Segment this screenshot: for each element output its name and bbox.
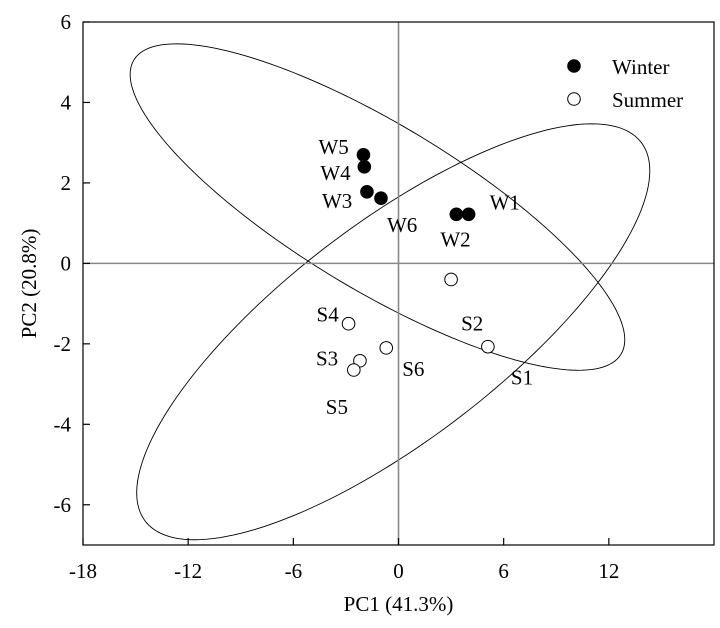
reference-lines	[83, 22, 714, 545]
x-tick-label: 6	[498, 559, 509, 583]
legend-marker-winter	[567, 59, 581, 73]
label-w5: W5	[318, 135, 348, 159]
point-w6	[374, 191, 388, 206]
point-w2	[449, 207, 464, 222]
label-w1: W1	[490, 190, 520, 214]
y-tick-label: -2	[54, 332, 72, 356]
data-points	[341, 147, 495, 377]
label-w4: W4	[320, 161, 351, 185]
label-s4: S4	[317, 303, 340, 327]
legend: Winter Summer	[567, 55, 683, 112]
x-tick-label: 0	[393, 559, 404, 583]
y-tick-label: 4	[61, 90, 72, 114]
point-s2	[444, 272, 458, 287]
label-w6: W6	[387, 213, 417, 237]
label-s6: S6	[402, 357, 424, 381]
point-s5	[347, 363, 361, 377]
y-axis-label: PC2 (20.8%)	[17, 229, 41, 339]
label-w3: W3	[322, 189, 352, 213]
x-tick-label: -18	[69, 559, 97, 583]
label-w2: W2	[440, 227, 470, 251]
x-tick-label: -6	[285, 559, 303, 583]
y-tick-label: -4	[54, 412, 72, 436]
point-s6	[379, 341, 394, 355]
y-tick-label: 0	[61, 251, 72, 275]
y-tick-label: 6	[61, 10, 72, 34]
legend-label-winter: Winter	[612, 55, 669, 79]
y-tick-label: -6	[54, 493, 72, 517]
legend-marker-summer	[567, 92, 581, 106]
point-s1	[481, 339, 495, 354]
x-tick-label: 12	[598, 559, 619, 583]
label-s3: S3	[316, 347, 338, 371]
x-axis-label: PC1 (41.3%)	[344, 592, 454, 616]
label-s2: S2	[461, 311, 483, 335]
label-s1: S1	[511, 366, 533, 390]
x-tick-label: -12	[174, 559, 202, 583]
confidence-ellipses	[129, 43, 651, 541]
point-w5	[356, 147, 371, 162]
point-w3	[360, 184, 374, 199]
y-axis-ticks: -6 -4 -2 0 2 4 6	[54, 10, 90, 517]
point-w4	[357, 160, 372, 174]
point-w1	[461, 207, 476, 222]
ellipse-winter	[129, 43, 626, 371]
ellipse-summer	[136, 123, 651, 541]
point-s4	[341, 316, 356, 331]
legend-label-summer: Summer	[612, 88, 683, 112]
label-s5: S5	[326, 395, 348, 419]
y-tick-label: 2	[61, 171, 72, 195]
x-axis-ticks: -18 -12 -6 0 6 12	[69, 538, 619, 583]
